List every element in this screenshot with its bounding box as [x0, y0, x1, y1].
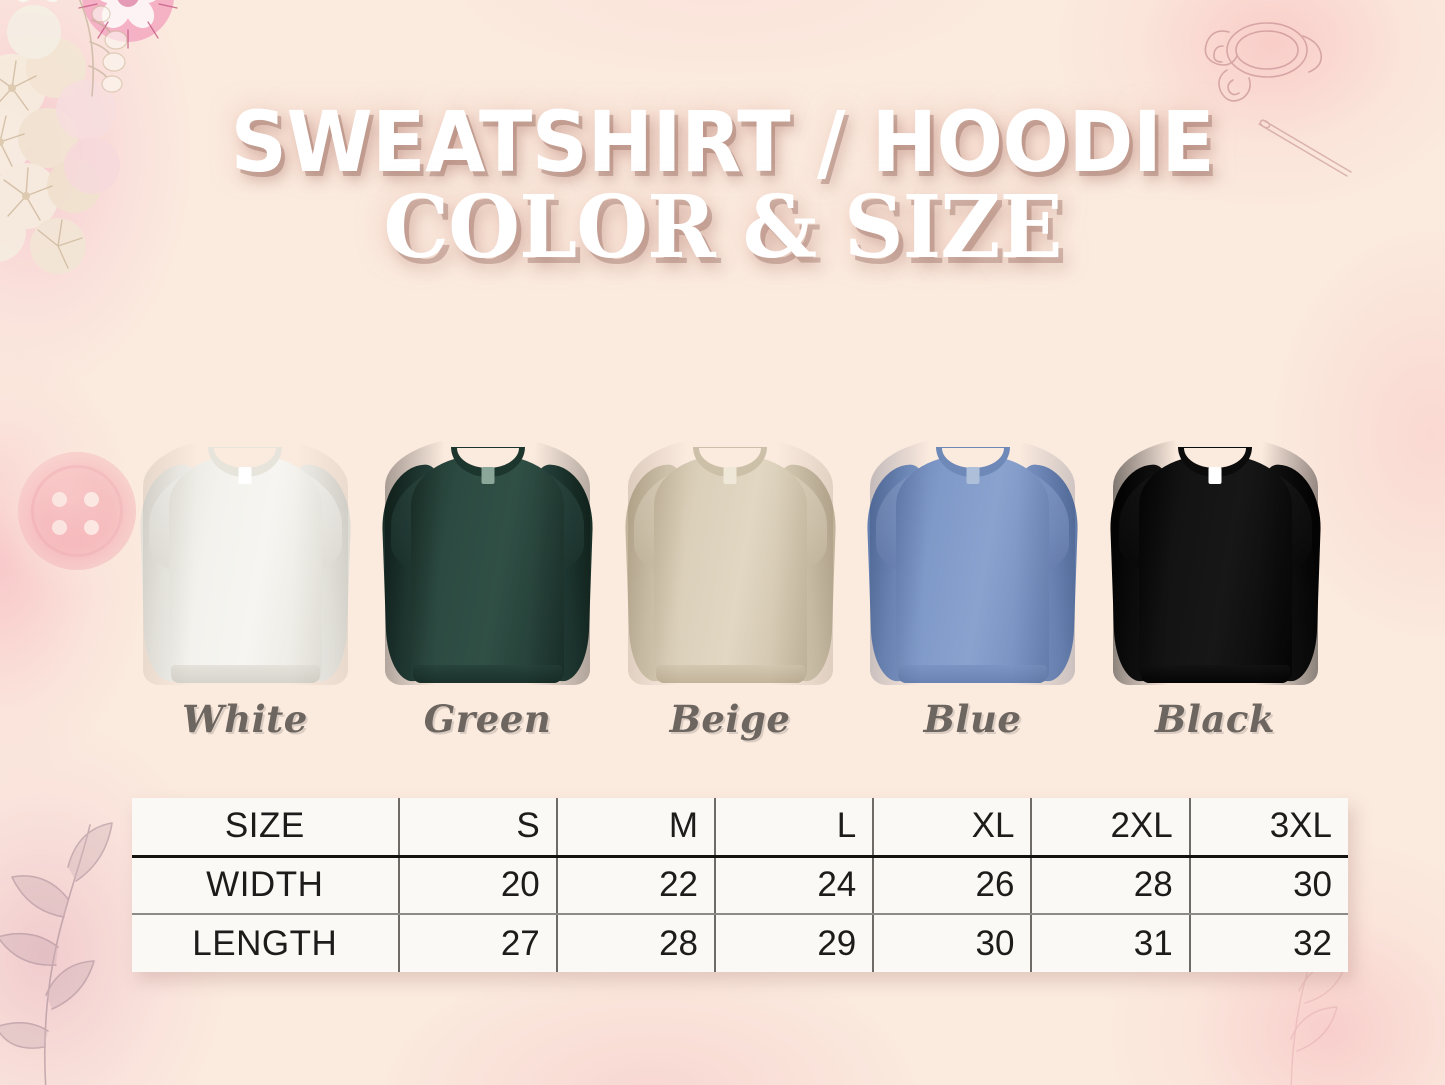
cell-width-2xl: 28 — [1031, 856, 1191, 915]
neck-tag — [966, 467, 979, 484]
garment-item-beige[interactable]: Beige — [620, 437, 840, 738]
garment-label: Blue — [923, 697, 1022, 741]
cell-width-3xl: 30 — [1189, 856, 1348, 915]
cell-size-3xl: 3XL — [1189, 798, 1348, 858]
cell-length-l: 29 — [715, 914, 875, 972]
size-table: SIZE S M L XL 2XL 3XL WIDTH 20 22 24 26 … — [132, 798, 1348, 972]
garment-item-green[interactable]: Green — [378, 437, 598, 738]
garment-item-white[interactable]: White — [135, 437, 355, 738]
neck-tag — [1208, 467, 1222, 484]
neck-tag — [238, 467, 252, 484]
garment-item-blue[interactable]: Blue — [863, 437, 1083, 738]
table-row-length: LENGTH 27 28 29 30 31 32 — [132, 914, 1348, 972]
sweatshirt-green-icon — [380, 437, 595, 685]
sweatshirt-black-icon — [1107, 437, 1323, 685]
cell-width-m: 22 — [556, 856, 717, 915]
garment-item-black[interactable]: Black — [1105, 437, 1325, 738]
cell-length-2xl: 31 — [1031, 914, 1191, 972]
garment-label: Beige — [669, 697, 791, 741]
poster-title: SWEATSHIRT / HOODIE COLOR & SIZE — [0, 93, 1445, 279]
cell-width-xl: 26 — [873, 856, 1033, 915]
cell-size-2xl: 2XL — [1031, 798, 1191, 858]
cell-size-l: L — [715, 798, 875, 858]
title-line-1: SWEATSHIRT / HOODIE — [230, 93, 1215, 191]
cell-width-l: 24 — [715, 856, 875, 915]
sweatshirt-blue-icon — [865, 437, 1080, 685]
row-label-size: SIZE — [132, 798, 400, 858]
garment-label: Green — [423, 697, 552, 741]
cell-length-s: 27 — [398, 914, 558, 972]
garment-label: White — [182, 697, 308, 741]
color-swatch-row: White Green — [135, 418, 1325, 738]
sweatshirt-beige-icon — [622, 437, 838, 685]
garment-label: Black — [1155, 697, 1275, 741]
neck-tag — [481, 467, 494, 484]
row-label-width: WIDTH — [132, 856, 400, 915]
cell-size-xl: XL — [873, 798, 1033, 858]
row-label-length: LENGTH — [132, 914, 400, 972]
title-line-2: COLOR & SIZE — [383, 177, 1062, 279]
cell-size-m: M — [556, 798, 717, 858]
cell-size-s: S — [398, 798, 558, 858]
cell-length-3xl: 32 — [1293, 923, 1332, 963]
cell-width-s: 20 — [398, 856, 558, 915]
neck-tag — [723, 467, 737, 484]
table-row-width: WIDTH 20 22 24 26 28 30 — [132, 856, 1348, 915]
table-row-size: SIZE S M L XL 2XL 3XL — [132, 798, 1348, 858]
cell-length-m: 28 — [556, 914, 717, 972]
sweatshirt-white-icon — [137, 437, 353, 685]
cell-length-xl: 30 — [873, 914, 1033, 972]
